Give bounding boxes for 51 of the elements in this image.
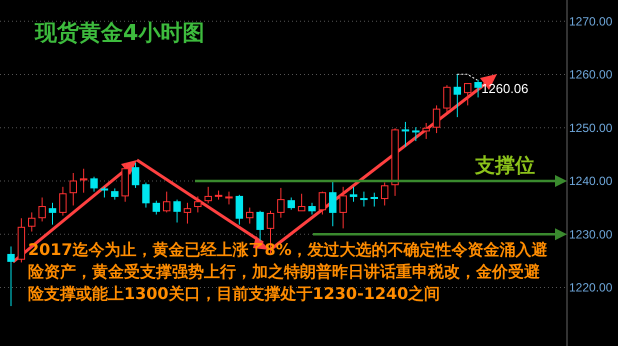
- y-tick-label: 1260.00: [569, 68, 613, 82]
- candlestick: [288, 196, 295, 210]
- candlestick: [48, 202, 56, 226]
- candlestick: [162, 191, 170, 213]
- candlestick: [38, 196, 46, 222]
- candlestick: [464, 83, 472, 106]
- candlestick: [111, 188, 119, 200]
- candlestick: [214, 190, 222, 200]
- candlestick: [59, 186, 67, 216]
- candlestick: [370, 192, 378, 208]
- candlestick: [350, 186, 358, 202]
- candlestick: [236, 194, 244, 226]
- annotation: 1260.06: [481, 81, 528, 96]
- y-tick-label: 1250.00: [569, 120, 613, 135]
- candlestick: [380, 182, 388, 206]
- y-tick-label: 1240.00: [569, 174, 613, 188]
- candlestick: [70, 172, 77, 206]
- candlestick: [246, 207, 254, 224]
- y-tick-label: 1230.00: [569, 227, 613, 242]
- text: 现货黄金4小时图: [34, 21, 204, 46]
- candlestick: [277, 187, 285, 218]
- candlestick: [90, 176, 98, 192]
- candlestick: [402, 121, 410, 148]
- candlestick: [173, 199, 181, 224]
- candlestick: [256, 210, 264, 242]
- candlestick: [204, 186, 212, 204]
- candlestick: [443, 84, 451, 113]
- candlestick: [454, 74, 462, 118]
- candlestick: [132, 162, 140, 188]
- candlestick: [28, 212, 36, 232]
- candlestick: [225, 191, 233, 205]
- y-tick-label: 1270.00: [569, 14, 613, 28]
- candlestick: [194, 196, 202, 213]
- candlestick: [432, 104, 440, 134]
- candlestick: [360, 191, 368, 208]
- candlestick: [184, 202, 192, 224]
- ref-line-label: 支撑位: [474, 152, 535, 177]
- candlestick: [152, 200, 160, 216]
- candlestick: [80, 168, 88, 194]
- y-tick-label: 1220.00: [569, 280, 613, 295]
- candlestick: [100, 186, 108, 198]
- candlestick: [339, 186, 347, 229]
- candlestick: [318, 191, 326, 216]
- candlestick: [7, 246, 15, 307]
- candlestick: [474, 79, 482, 98]
- candlestick: [329, 180, 336, 227]
- candlestick: [422, 122, 430, 140]
- candlestick: [142, 182, 150, 208]
- candlestick: [308, 202, 316, 216]
- candlestick: [412, 126, 420, 142]
- candlestick: [298, 193, 306, 212]
